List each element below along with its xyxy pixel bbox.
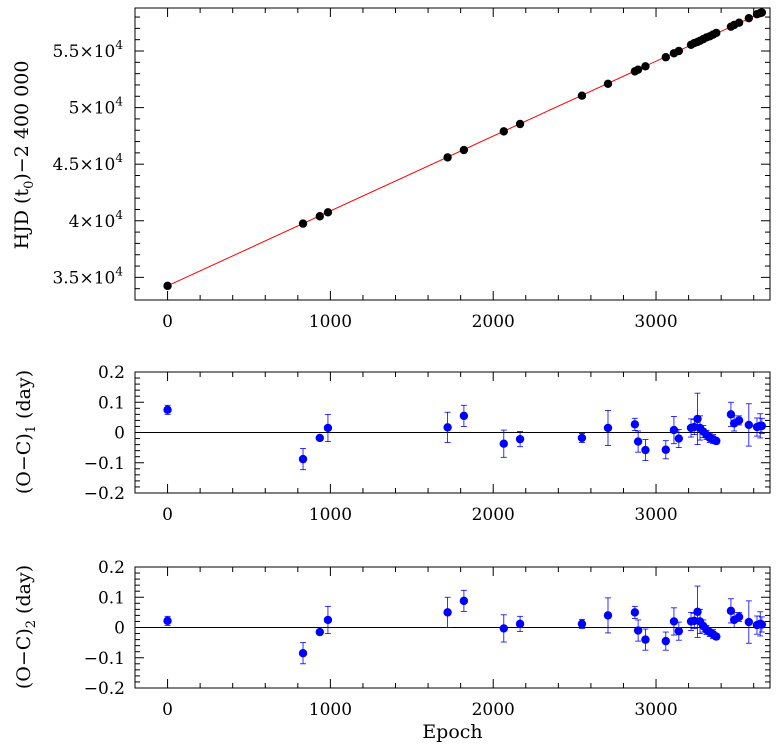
data-point (515, 434, 525, 444)
data-point (712, 436, 721, 446)
y-tick-label: 3.5×104 (52, 264, 123, 288)
data-point (633, 437, 643, 446)
y-tick-label: 4×104 (69, 208, 124, 232)
x-tick-label: 1000 (309, 312, 352, 332)
data-point (630, 420, 640, 429)
data-point (744, 13, 754, 23)
data-point (315, 627, 325, 637)
data-point (669, 617, 679, 626)
x-axis-label: Epoch (422, 721, 482, 743)
data-point (163, 616, 172, 626)
y-tick-label: 0.2 (98, 558, 125, 578)
y-tick-label: 0 (114, 619, 125, 639)
data-point (315, 433, 325, 443)
y-tick-label: 0.1 (98, 393, 125, 413)
data-point (693, 414, 702, 424)
data-point (661, 445, 670, 454)
x-tick-label: 0 (162, 505, 173, 525)
data-point (298, 649, 308, 658)
y-tick-label: −0.1 (84, 649, 125, 669)
data-point (674, 434, 684, 443)
data-point (669, 425, 679, 435)
data-point (712, 28, 721, 38)
x-tick-label: 1000 (309, 505, 352, 525)
x-tick-label: 3000 (634, 505, 677, 525)
data-point (603, 423, 613, 433)
data-point (674, 46, 684, 56)
plot-frame (134, 7, 771, 301)
data-point (443, 423, 452, 432)
x-tick-label: 3000 (634, 700, 677, 720)
data-point (577, 91, 587, 100)
data-point (693, 607, 702, 616)
y-tick-label: 0.2 (98, 363, 125, 383)
data-point (726, 410, 736, 419)
panel-1: 0 1000 2000 3000 3.5×104 4×104 4.5×104 5×104 5.5… (11, 7, 771, 332)
data-point (734, 18, 744, 27)
data-point (459, 145, 469, 155)
data-point (603, 611, 613, 620)
data-point (744, 420, 754, 430)
x-tick-label: 0 (162, 700, 173, 720)
y-tick-label: −0.1 (84, 454, 125, 474)
data-point (633, 626, 643, 635)
data-point (443, 153, 452, 162)
data-point (641, 62, 650, 71)
data-point (734, 612, 744, 622)
data-point (499, 439, 508, 448)
data-point (603, 79, 613, 89)
data-point (443, 608, 452, 617)
data-point (633, 65, 643, 74)
data-point (323, 615, 333, 625)
data-point (163, 281, 172, 291)
y-tick-label: 0.1 (98, 588, 125, 608)
y-tick-label: 5×104 (69, 95, 124, 119)
data-point (661, 636, 670, 646)
panel-2: 0 1000 2000 3000 −0.2 −0.1 0 0.1 0.2 (O−C)1 (day) (13, 363, 771, 525)
data-point (298, 454, 308, 464)
data-point (515, 619, 525, 629)
y-axis-label: (O−C)1 (day) (13, 370, 39, 494)
data-point (674, 626, 684, 636)
x-tick-label: 2000 (472, 700, 515, 720)
data-point (323, 423, 333, 433)
data-point (661, 53, 670, 62)
data-point (734, 416, 744, 425)
data-point (515, 119, 525, 129)
data-point (577, 619, 587, 629)
data-point (641, 635, 650, 644)
y-axis-label: HJD (t0)−2 400 000 (11, 61, 37, 250)
y-tick-label: −0.2 (84, 484, 125, 504)
panel-3: 0 1000 2000 3000 −0.2 −0.1 0 0.1 0.2 (O−C)2 (day)… (13, 558, 771, 743)
y-axis-label: (O−C)2 (day) (13, 565, 39, 689)
data-point (163, 405, 172, 415)
data-point (577, 433, 587, 443)
x-tick-label: 3000 (634, 312, 677, 332)
x-tick-label: 1000 (309, 700, 352, 720)
x-tick-label: 2000 (472, 312, 515, 332)
data-point (757, 8, 767, 17)
data-point (726, 606, 736, 616)
y-tick-label: 5.5×104 (52, 38, 123, 62)
data-point (712, 632, 721, 641)
data-point (315, 212, 325, 221)
data-point (459, 596, 469, 606)
data-point (757, 421, 767, 431)
data-point (744, 617, 754, 627)
y-tick-label: 4.5×104 (52, 151, 123, 175)
data-point (757, 620, 767, 629)
y-tick-label: −0.2 (84, 679, 125, 699)
data-point (499, 624, 508, 633)
x-tick-label: 2000 (472, 505, 515, 525)
x-tick-label: 0 (162, 312, 173, 332)
data-point (641, 445, 650, 455)
data-point (630, 608, 640, 617)
data-point (459, 411, 469, 421)
y-tick-label: 0 (114, 424, 125, 444)
data-point (499, 127, 508, 136)
data-point (323, 208, 333, 217)
data-point (298, 219, 308, 228)
